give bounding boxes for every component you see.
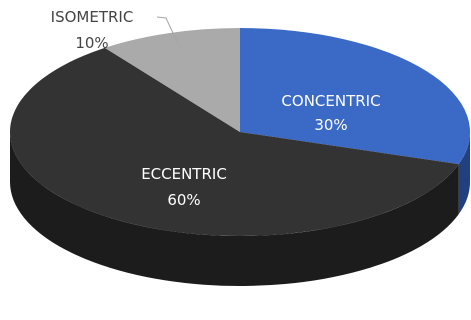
pie-slice-concentric	[240, 28, 470, 165]
slice-label-eccentric: ECCENTRIC	[141, 165, 227, 183]
slice-label-isometric: ISOMETRIC	[51, 8, 134, 26]
pie-sides	[10, 132, 470, 286]
slice-value-eccentric: 60%	[167, 191, 200, 209]
pie-slice-eccentric	[10, 47, 459, 236]
pie-slice-isometric	[104, 28, 240, 132]
pie-side-eccentric	[10, 132, 459, 286]
pie-slices	[10, 28, 470, 236]
slice-label-concentric: CONCENTRIC	[281, 92, 380, 110]
pie-side-concentric	[458, 132, 470, 215]
slice-value-concentric: 30%	[314, 116, 347, 134]
slice-value-isometric: 10%	[75, 34, 108, 52]
isometric-leader-line	[156, 16, 180, 47]
